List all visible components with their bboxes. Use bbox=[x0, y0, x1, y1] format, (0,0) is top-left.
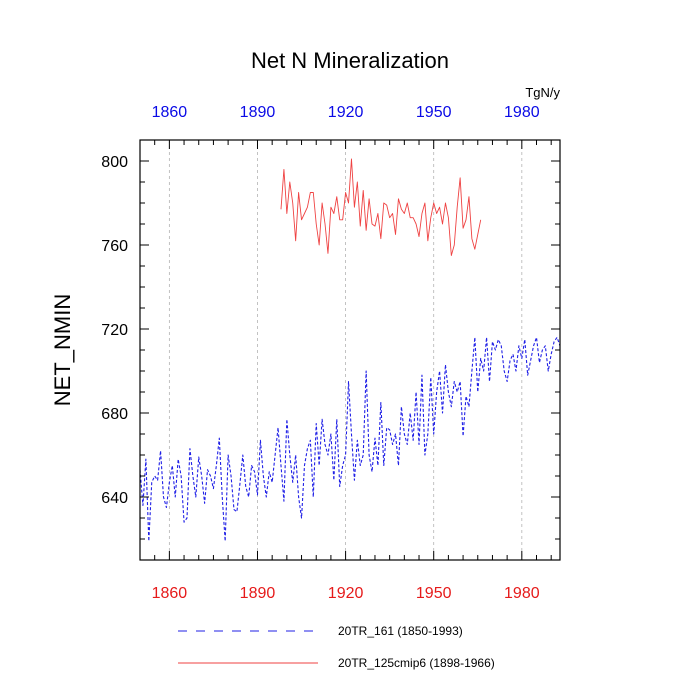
series-lines bbox=[139, 158, 561, 542]
y-tick-label-640: 640 bbox=[101, 490, 128, 507]
y-tick-label-800: 800 bbox=[101, 154, 128, 171]
x-tick-label-top-1950: 1950 bbox=[416, 104, 452, 121]
y-axis-label: NET_NMIN bbox=[50, 294, 75, 406]
y-tick-label-760: 760 bbox=[101, 238, 128, 255]
plot-frame bbox=[139, 139, 561, 561]
legend-label-20tr-125cmip6: 20TR_125cmip6 (1898-1966) bbox=[338, 656, 495, 670]
x-tick-label-top-1890: 1890 bbox=[240, 104, 276, 121]
x-tick-label-bottom-1950: 1950 bbox=[416, 585, 452, 602]
series-line-20tr-125cmip6 bbox=[280, 158, 482, 256]
series-line-20tr-161 bbox=[139, 336, 561, 542]
x-tick-label-bottom-1860: 1860 bbox=[152, 585, 188, 602]
x-tick-label-bottom-1980: 1980 bbox=[504, 585, 540, 602]
chart-title: Net N Mineralization bbox=[251, 48, 449, 73]
y-tick-label-720: 720 bbox=[101, 322, 128, 339]
axes: 1860 1860 1890 1890 1920 1920 1950 1950 1980 1980… bbox=[101, 104, 560, 602]
x-tick-label-top-1860: 1860 bbox=[152, 104, 188, 121]
x-tick-label-bottom-1920: 1920 bbox=[328, 585, 364, 602]
x-tick-label-top-1980: 1980 bbox=[504, 104, 540, 121]
units-label: TgN/y bbox=[525, 85, 560, 100]
legend: 20TR_161 (1850-1993) 20TR_125cmip6 (1898… bbox=[178, 624, 495, 670]
y-tick-label-680: 680 bbox=[101, 406, 128, 423]
legend-label-20tr-161: 20TR_161 (1850-1993) bbox=[338, 624, 463, 638]
x-tick-label-top-1920: 1920 bbox=[328, 104, 364, 121]
x-tick-label-bottom-1890: 1890 bbox=[240, 585, 276, 602]
